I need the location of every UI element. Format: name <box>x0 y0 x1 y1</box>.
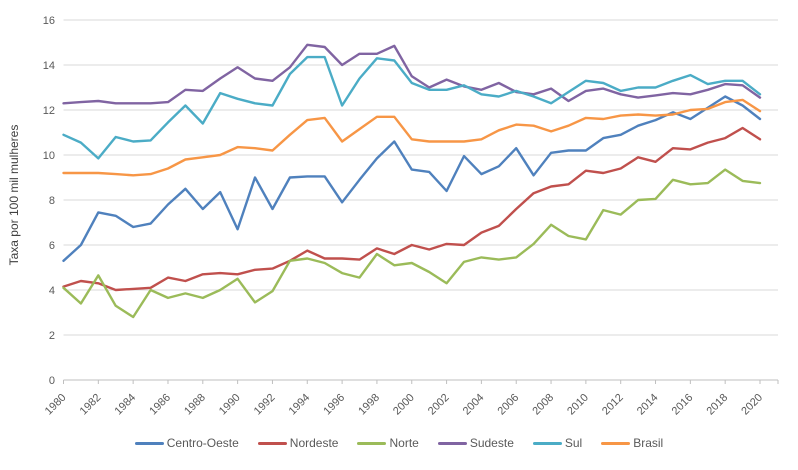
x-tick-label: 1986 <box>147 392 173 418</box>
x-tick-label: 1984 <box>112 392 138 418</box>
x-tick-label: 1992 <box>252 392 278 418</box>
y-tick-label: 0 <box>49 375 55 387</box>
x-tick-label: 2020 <box>739 392 765 418</box>
legend-label-sul: Sul <box>564 436 583 450</box>
y-tick-label: 2 <box>49 330 55 342</box>
series-line-nordeste <box>62 126 762 292</box>
series-line-sul <box>62 55 762 160</box>
legend-line-swatch-nordeste <box>257 441 287 445</box>
legend-label-nordeste: Nordeste <box>289 436 339 450</box>
y-tick-label: 16 <box>43 15 55 27</box>
x-tick-label: 1994 <box>287 392 313 418</box>
series-line-sudeste <box>62 43 762 105</box>
y-tick-label: 4 <box>49 285 55 297</box>
x-tick-label: 2016 <box>670 392 696 418</box>
y-tick-label: 12 <box>43 105 55 117</box>
x-tick-label: 2010 <box>565 392 591 418</box>
legend-line-swatch-sudeste <box>437 441 467 445</box>
x-tick-label: 1980 <box>43 392 69 418</box>
x-tick-label: 2012 <box>600 392 626 418</box>
y-tick-label: 6 <box>49 240 55 252</box>
y-tick-label: 10 <box>43 150 55 162</box>
y-tick-label: 14 <box>43 60 55 72</box>
legend-item-norte: Norte <box>357 436 419 450</box>
x-tick-label: 1982 <box>78 392 104 418</box>
legend-line-swatch-centro-oeste <box>134 441 164 445</box>
legend-line-swatch-sul <box>532 441 562 445</box>
x-tick-label: 1988 <box>182 392 208 418</box>
x-tick-label: 1990 <box>217 392 243 418</box>
legend-line-swatch-norte <box>357 441 387 445</box>
legend-item-centro-oeste: Centro-Oeste <box>134 436 239 450</box>
legend-item-nordeste: Nordeste <box>257 436 339 450</box>
x-tick-label: 2002 <box>426 392 452 418</box>
legend-item-sul: Sul <box>532 436 583 450</box>
legend-label-sudeste: Sudeste <box>469 436 514 450</box>
x-tick-label: 2018 <box>704 392 730 418</box>
y-tick-label: 8 <box>49 195 55 207</box>
legend-item-sudeste: Sudeste <box>437 436 514 450</box>
x-tick-label: 2014 <box>635 392 661 418</box>
series-line-norte <box>62 168 762 319</box>
legend-label-brasil: Brasil <box>633 436 664 450</box>
x-tick-label: 2000 <box>391 392 417 418</box>
legend-label-norte: Norte <box>389 436 419 450</box>
x-tick-label: 2006 <box>496 392 522 418</box>
legend-line-swatch-brasil <box>601 441 631 445</box>
x-tick-label: 1996 <box>321 392 347 418</box>
legend-item-brasil: Brasil <box>601 436 663 450</box>
plot-area: 0 2 4 6 8 10 12 14 16 1980 1982 1984 1986 1988 1990 199… <box>43 15 779 418</box>
x-tick-label: 1998 <box>356 392 382 418</box>
legend: Centro-Oeste Nordeste Norte Sudeste Sul Brasi… <box>0 436 798 450</box>
x-tick-label: 2008 <box>530 392 556 418</box>
x-tick-label: 2004 <box>461 392 487 418</box>
legend-label-centro-oeste: Centro-Oeste <box>166 436 239 450</box>
series-line-centro-oeste <box>62 95 762 262</box>
series-line-brasil <box>62 98 762 177</box>
